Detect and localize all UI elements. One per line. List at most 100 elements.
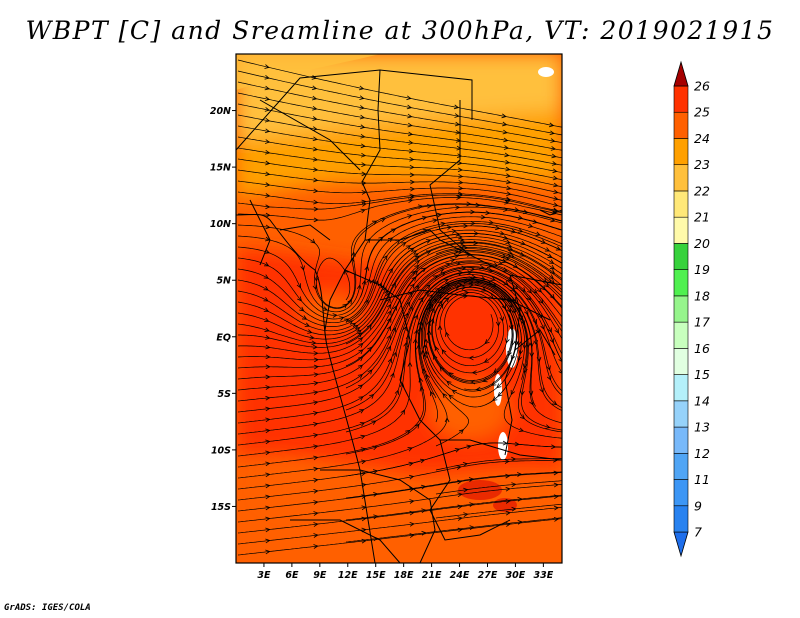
streamline-arrow	[459, 237, 465, 243]
streamline-arrow	[442, 393, 448, 399]
streamline-arrow	[512, 263, 519, 268]
streamline-arrow	[265, 428, 271, 434]
streamline-arrow	[313, 400, 319, 406]
streamline	[421, 280, 522, 408]
streamline-arrow	[407, 122, 413, 128]
streamline-arrow	[409, 487, 415, 492]
streamline-arrow	[437, 324, 443, 330]
x-tick-label: 9E	[313, 570, 327, 581]
streamline-arrow	[558, 357, 562, 363]
streamline-arrow	[467, 270, 473, 275]
streamline-arrow	[312, 344, 318, 350]
streamline-arrow	[310, 238, 316, 244]
streamline-arrow	[365, 238, 371, 244]
streamline-arrow	[414, 255, 420, 261]
streamline-arrow	[386, 334, 391, 341]
streamline-arrow	[265, 374, 271, 380]
streamline-arrow	[542, 278, 548, 284]
streamline	[237, 266, 562, 424]
streamline-arrow	[420, 484, 427, 490]
streamline-arrow	[469, 525, 475, 530]
streamline-arrow	[457, 192, 464, 198]
x-tick-label: 6E	[285, 570, 299, 581]
streamline-arrow	[457, 167, 463, 173]
streamline-arrow	[360, 434, 366, 440]
streamline-arrow	[407, 214, 413, 219]
streamline-arrow	[458, 270, 464, 276]
streamline-arrow	[469, 502, 475, 507]
colorbar-box	[673, 269, 689, 297]
streamline-arrow	[517, 356, 522, 362]
streamline-arrow	[357, 384, 364, 390]
streamline-arrow	[503, 137, 509, 143]
streamline	[237, 279, 527, 479]
streamline-arrow	[445, 331, 450, 337]
streamline-arrow	[312, 156, 319, 162]
streamline-arrow	[444, 417, 450, 423]
streamline-arrow	[263, 307, 270, 312]
streamline-arrow	[264, 85, 270, 91]
streamline-arrow	[359, 422, 366, 427]
streamline-arrow	[458, 429, 464, 435]
streamline-arrow	[511, 308, 516, 315]
streamline-arrow	[457, 516, 463, 521]
streamline-arrow	[553, 505, 560, 511]
streamline-arrow	[408, 474, 415, 480]
streamline-arrow	[496, 383, 502, 389]
streamline	[345, 276, 562, 455]
streamline-arrow	[410, 270, 416, 276]
streamline-arrow	[535, 328, 540, 334]
streamline-arrow	[370, 278, 376, 284]
streamline-arrow	[313, 381, 319, 386]
streamline-arrow	[538, 298, 544, 304]
streamline-arrow	[510, 287, 516, 293]
colorbar-box	[673, 243, 689, 270]
streamline-arrow	[456, 465, 462, 470]
streamline-arrow	[265, 450, 271, 456]
streamline-arrow	[361, 180, 367, 186]
streamline-arrow	[418, 377, 424, 383]
streamline-arrow	[405, 301, 411, 307]
streamline-arrow	[312, 136, 318, 142]
streamline-arrow	[313, 411, 319, 416]
streamline-arrow	[311, 95, 318, 101]
x-tick-label: 24E	[450, 570, 470, 581]
streamline-arrow	[510, 340, 516, 347]
streamline-arrow	[421, 508, 427, 514]
streamline-arrow	[359, 409, 365, 414]
streamline-arrow	[351, 251, 356, 257]
streamline-arrow	[421, 530, 427, 536]
streamline-arrow	[313, 364, 319, 370]
streamline-arrow	[455, 261, 461, 266]
streamline-arrow	[313, 206, 319, 212]
streamline-arrow	[537, 313, 543, 319]
streamline-arrow	[507, 351, 512, 357]
streamline-arrow	[391, 327, 397, 333]
map-frame	[235, 53, 563, 564]
streamline-arrow	[265, 204, 271, 210]
streamline-arrow	[540, 324, 545, 330]
streamline-arrow	[390, 372, 395, 378]
streamline-arrow	[382, 255, 388, 261]
streamline-arrow	[405, 334, 411, 340]
streamline-arrow	[414, 329, 419, 335]
streamline-arrow	[359, 114, 366, 120]
colorbar-box	[673, 400, 689, 428]
streamline-arrow	[544, 247, 551, 252]
streamline-arrow	[265, 193, 271, 198]
grads-credit: GrADS: IGES/COLA	[4, 603, 91, 613]
streamline-arrow	[312, 146, 319, 152]
streamline-arrow	[367, 369, 373, 375]
streamline-arrow	[265, 549, 271, 555]
colorbar-label: 18	[694, 288, 710, 303]
streamline	[435, 480, 562, 495]
streamline-arrow	[412, 338, 418, 344]
streamline-arrow	[529, 352, 535, 358]
streamline	[237, 81, 562, 143]
streamline-arrow	[549, 264, 556, 270]
streamline-arrow	[413, 314, 419, 320]
colorbar-label: 17	[694, 315, 710, 330]
streamline	[345, 261, 562, 389]
streamline	[237, 271, 562, 446]
streamline-arrow	[414, 264, 420, 270]
